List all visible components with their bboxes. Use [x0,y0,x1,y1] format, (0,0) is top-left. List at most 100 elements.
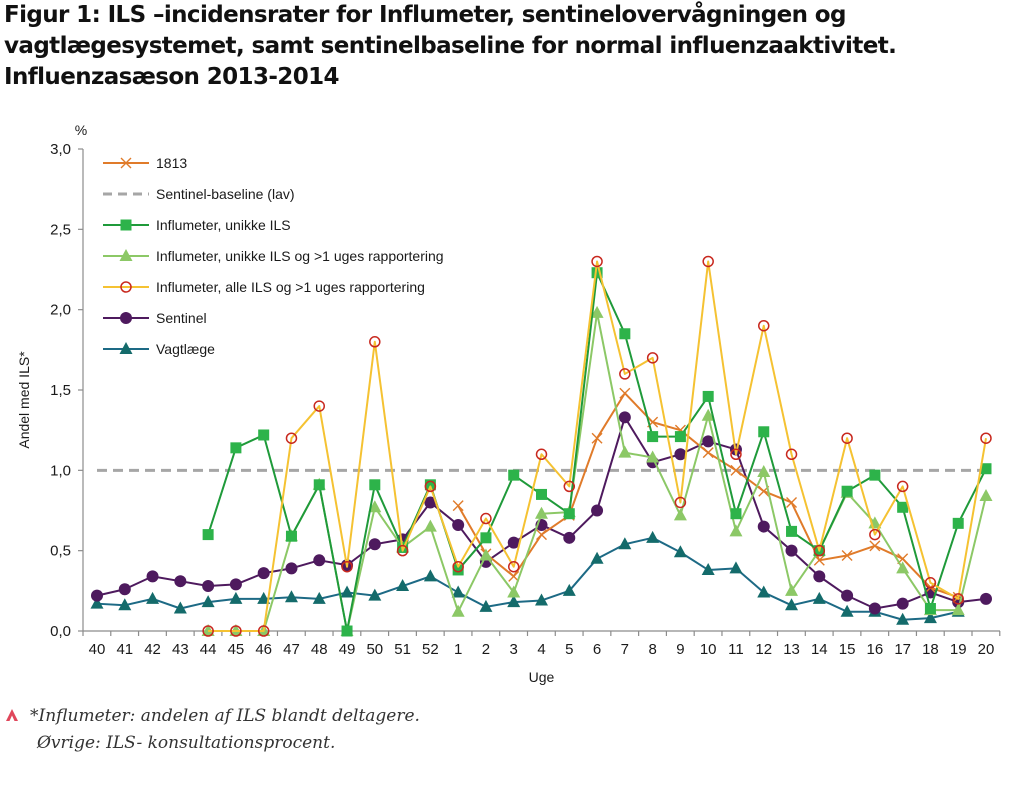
data-point [202,529,214,541]
x-tick-label: 50 [366,641,383,658]
data-point [980,592,992,605]
x-tick-label: 5 [565,641,573,658]
data-point [424,480,437,493]
data-point [952,593,964,605]
figure-title: Figur 1: ILS –incidensrater for Influmet… [4,2,897,90]
x-tick-label: 10 [700,641,717,658]
x-tick-label: 17 [894,641,911,658]
x-tick-label: 20 [978,641,995,658]
data-point [423,569,437,582]
data-point [591,432,603,444]
y-axis-title: Andel med ILS* [16,351,32,449]
legend: 1813 Sentinel-baseline (lav) Influmeter, u… [103,155,444,357]
data-point [507,595,521,608]
data-point [312,591,326,604]
data-point [423,519,437,532]
data-point [341,625,353,637]
data-point [368,588,382,601]
x-tick-label: 42 [144,641,161,658]
x-tick-label: 12 [755,641,772,658]
data-point [868,602,881,615]
data-point [785,448,798,461]
data-point [590,305,604,318]
series-layer [90,255,993,637]
x-tick-label: 18 [922,641,939,658]
data-point [841,549,853,561]
data-point [646,352,659,364]
x-tick-label: 48 [311,641,328,658]
x-tick-label: 46 [255,641,272,658]
series-line [208,311,987,632]
data-point [980,463,992,475]
series-vagtlæge [90,530,965,625]
data-point [535,593,548,606]
data-point [673,508,687,521]
legend-marker [119,342,133,354]
data-point [979,489,993,502]
data-point [841,589,854,602]
data-point [507,560,520,573]
data-point [396,544,409,557]
legend-label: Sentinel-baseline (lav) [156,186,295,202]
data-point [452,564,464,576]
data-point [562,583,576,596]
x-tick-label: 41 [116,641,133,658]
data-point [951,603,965,616]
data-point [785,544,798,557]
data-point [840,604,854,617]
axes: 0,00,51,01,52,02,53,0%Andel med ILS*40 41… [16,122,1001,685]
data-point [451,604,465,617]
data-point [702,435,715,448]
data-point [730,448,742,461]
legend-label: Influmeter, unikke ILS og >1 uges rappor… [156,248,444,264]
data-point [508,469,520,481]
data-point [146,570,159,583]
x-tick-label: 3 [510,641,518,658]
data-point [591,504,604,517]
data-point [674,496,687,509]
data-point [757,585,771,598]
data-point [536,488,547,500]
data-point [812,591,826,604]
data-point [647,431,659,443]
data-point [563,480,576,493]
legend-item: 1813 [103,155,187,171]
series-influmeter-alle-ils-og-1-uges-rapportering [202,255,992,637]
x-tick-label: 40 [89,641,106,658]
y-tick-label: 3,0 [50,141,71,158]
data-point [118,598,132,611]
x-tick-label: 6 [593,641,601,658]
legend-label: 1813 [156,155,187,171]
data-point [535,448,548,461]
data-point [813,544,826,557]
data-point [896,612,910,625]
series-sentinel [91,411,992,615]
data-point [424,496,437,509]
data-point [673,545,687,558]
data-point [479,548,493,561]
data-point [285,562,298,575]
data-point [702,255,714,268]
data-point [729,561,743,574]
data-point [452,500,464,512]
data-point [341,560,353,573]
legend-marker [120,157,132,169]
data-point [118,583,131,596]
data-point [479,599,493,612]
y-tick-label: 2,5 [50,221,71,238]
data-point [285,530,297,542]
data-point [618,411,631,424]
data-point [507,585,521,598]
x-axis-title: Uge [529,669,555,685]
y-tick-label: 1,5 [50,382,71,399]
data-point [536,529,547,541]
data-point [757,464,771,477]
data-point [90,596,104,609]
data-point [369,479,381,491]
x-tick-label: 49 [339,641,356,658]
data-point [813,570,826,583]
data-point [285,432,298,444]
data-point [646,530,660,543]
data-point [230,625,242,637]
x-tick-label: 51 [394,641,411,658]
